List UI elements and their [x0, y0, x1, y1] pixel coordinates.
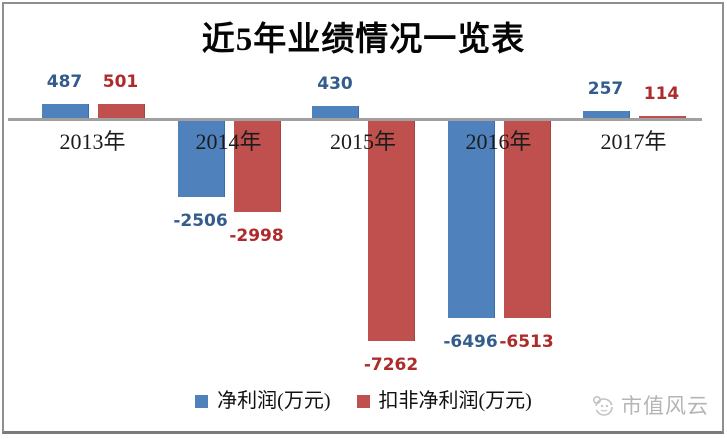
legend-item-deducted-net-profit: 扣非净利润(万元) [356, 390, 532, 412]
legend-label-deducted-net-profit: 扣非净利润(万元) [378, 390, 532, 412]
x-axis-line [8, 118, 702, 121]
legend-item-net-profit: 净利润(万元) [195, 390, 331, 412]
deducted-net-profit-value-label-2016: -6513 [499, 332, 554, 352]
legend-label-net-profit: 净利润(万元) [217, 390, 331, 412]
cloud-logo-icon [590, 392, 616, 418]
net-profit-bar-2013 [41, 104, 89, 119]
deducted-net-profit-swatch-icon [356, 394, 370, 408]
net-profit-bar-2014 [177, 121, 225, 197]
deducted-net-profit-bar-2015 [368, 121, 415, 341]
category-label-2013: 2013年 [59, 129, 126, 154]
deducted-net-profit-bar-2013 [97, 104, 145, 119]
watermark-text: 市值风云 [621, 394, 709, 418]
net-profit-value-label-2015: 430 [317, 74, 353, 94]
chart-title: 近5年业绩情况一览表 [201, 22, 526, 58]
category-label-2015: 2015年 [329, 129, 396, 154]
deducted-net-profit-bar-2014 [233, 121, 281, 212]
net-profit-value-label-2016: -6496 [443, 332, 498, 352]
category-label-2016: 2016年 [465, 129, 532, 154]
net-profit-value-label-2013: 487 [46, 72, 83, 92]
watermark: 市值风云 [590, 390, 709, 420]
net-profit-value-label-2017: 257 [587, 79, 624, 99]
net-profit-bar-2015 [312, 106, 359, 119]
net-profit-bar-2016 [447, 121, 495, 318]
deducted-net-profit-bar-2016 [503, 121, 551, 318]
category-label-2014: 2014年 [195, 129, 262, 154]
deducted-net-profit-bar-2017 [638, 116, 686, 119]
category-label-2017: 2017年 [600, 129, 667, 154]
deducted-net-profit-value-label-2014: -2998 [229, 226, 284, 246]
deducted-net-profit-value-label-2015: -7262 [363, 355, 419, 375]
deducted-net-profit-value-label-2013: 501 [102, 72, 139, 92]
net-profit-swatch-icon [195, 394, 209, 408]
chart-legend: 净利润(万元) 扣非净利润(万元) [0, 391, 727, 411]
deducted-net-profit-value-label-2017: 114 [643, 84, 680, 104]
net-profit-bar-2017 [582, 111, 630, 119]
net-profit-value-label-2014: -2506 [173, 211, 228, 231]
